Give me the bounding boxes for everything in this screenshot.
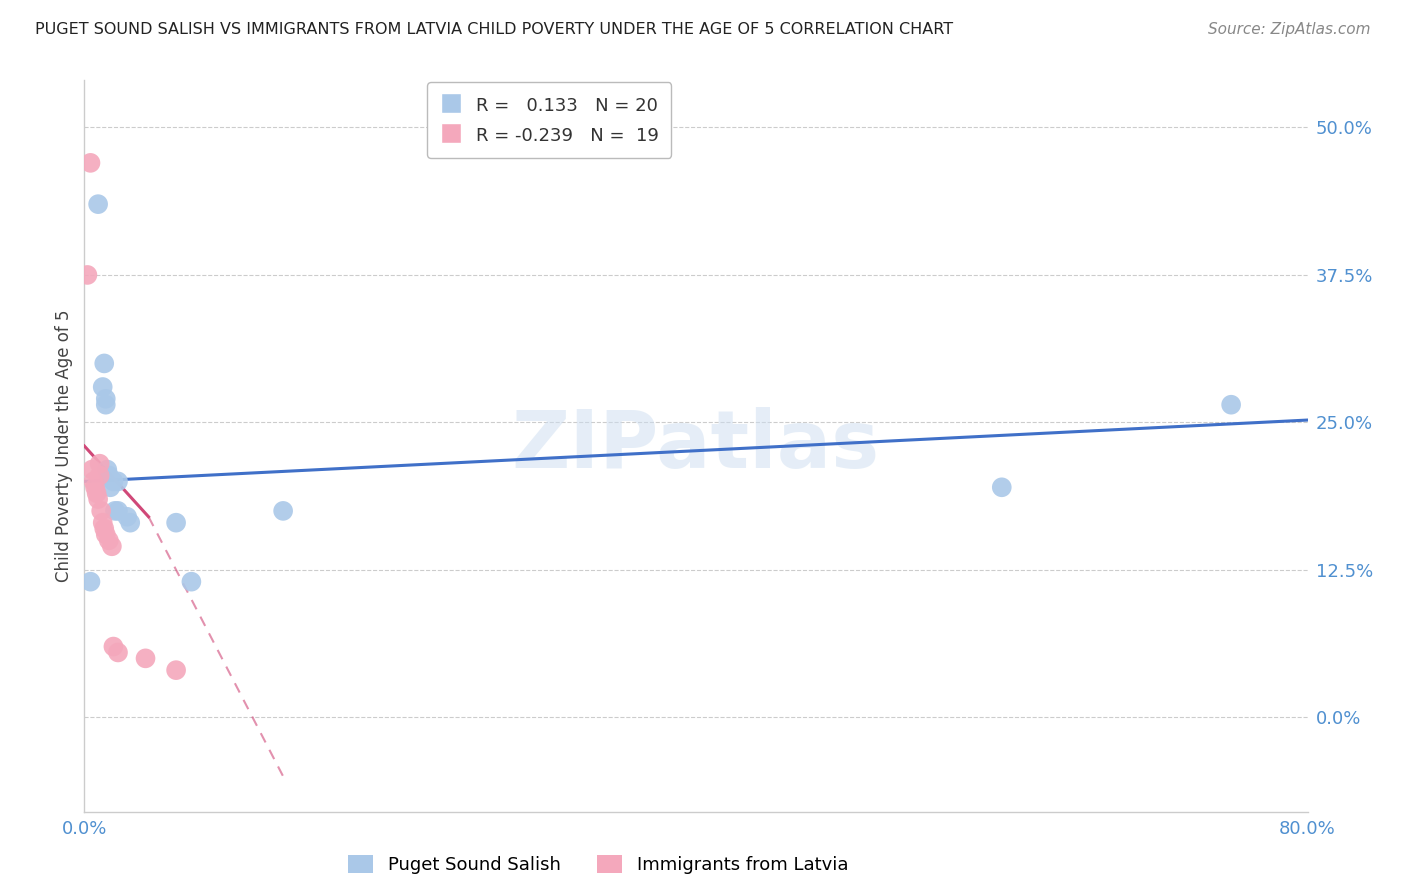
Point [165,663,187,677]
Point [180,574,202,589]
Point [93,522,115,536]
Point [107,645,129,659]
Legend: Puget Sound Salish, Immigrants from Latvia: Puget Sound Salish, Immigrants from Latv… [339,846,858,883]
Point [87,197,110,211]
Point [120,516,142,530]
Point [91,516,114,530]
Point [115,509,138,524]
Point [83,475,105,489]
Point [80,462,103,476]
Point [91,380,114,394]
Point [94,398,117,412]
Point [89,468,111,483]
Point [93,356,115,370]
Point [84,480,107,494]
Point [135,651,157,665]
Point [98,480,121,494]
Point [271,504,294,518]
Point [79,156,101,170]
Text: PUGET SOUND SALISH VS IMMIGRANTS FROM LATVIA CHILD POVERTY UNDER THE AGE OF 5 CO: PUGET SOUND SALISH VS IMMIGRANTS FROM LA… [35,22,953,37]
Point [89,457,111,471]
Point [90,504,112,518]
Point [76,268,98,282]
Point [107,475,129,489]
Point [94,527,117,541]
Point [1220,398,1243,412]
Point [94,392,117,406]
Point [103,640,125,654]
Point [97,468,120,483]
Point [103,475,125,489]
Point [165,516,187,530]
Point [107,504,129,518]
Point [86,486,108,500]
Point [97,533,120,548]
Y-axis label: Child Poverty Under the Age of 5: Child Poverty Under the Age of 5 [55,310,73,582]
Text: ZIPatlas: ZIPatlas [512,407,880,485]
Point [79,574,101,589]
Point [96,462,118,476]
Point [991,480,1014,494]
Text: Source: ZipAtlas.com: Source: ZipAtlas.com [1208,22,1371,37]
Point [101,539,124,553]
Point [87,492,110,507]
Point [104,504,127,518]
